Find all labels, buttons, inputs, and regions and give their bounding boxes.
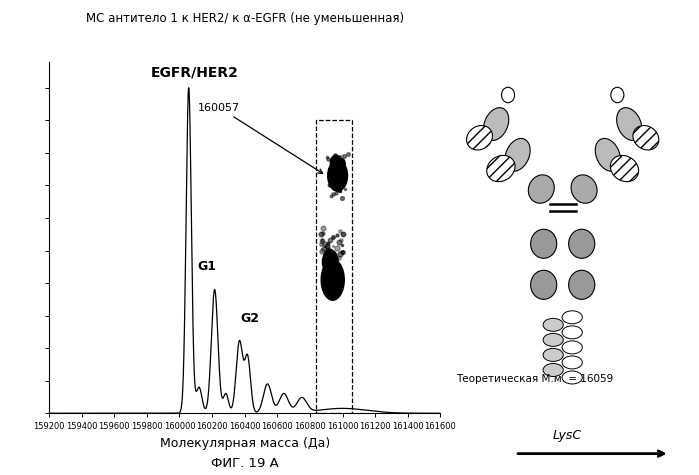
Ellipse shape bbox=[543, 333, 563, 346]
Ellipse shape bbox=[562, 356, 582, 369]
Ellipse shape bbox=[543, 318, 563, 332]
Ellipse shape bbox=[569, 229, 595, 258]
Text: ФИГ. 19 A: ФИГ. 19 A bbox=[211, 457, 278, 470]
Ellipse shape bbox=[633, 125, 659, 150]
Ellipse shape bbox=[617, 108, 642, 141]
Ellipse shape bbox=[531, 229, 557, 258]
Point bbox=[321, 254, 332, 262]
Point bbox=[325, 181, 336, 189]
Point bbox=[329, 152, 340, 159]
Text: EGFR/HER2: EGFR/HER2 bbox=[151, 65, 238, 79]
Point bbox=[331, 244, 343, 251]
Point bbox=[340, 185, 351, 192]
Ellipse shape bbox=[338, 158, 346, 171]
Point bbox=[328, 190, 339, 198]
Point bbox=[319, 246, 330, 253]
Point bbox=[322, 255, 333, 263]
Point bbox=[322, 153, 333, 161]
Point bbox=[324, 181, 335, 189]
Text: Теоретическая М.м. = 16059: Теоретическая М.м. = 16059 bbox=[456, 374, 613, 384]
Text: МС антитело 1 к HER2/ к α-EGFR (не уменьшенная): МС антитело 1 к HER2/ к α-EGFR (не умень… bbox=[85, 12, 404, 25]
Point bbox=[318, 229, 329, 237]
Text: G1: G1 bbox=[198, 260, 217, 273]
Point bbox=[321, 243, 332, 250]
X-axis label: Молекулярная масса (Да): Молекулярная масса (Да) bbox=[159, 437, 330, 450]
Point bbox=[336, 241, 347, 249]
Point bbox=[331, 189, 342, 197]
Point bbox=[335, 187, 346, 194]
Point bbox=[323, 246, 334, 254]
Ellipse shape bbox=[528, 175, 554, 203]
Point bbox=[336, 180, 347, 188]
Ellipse shape bbox=[487, 155, 515, 181]
Point bbox=[334, 188, 345, 195]
Point bbox=[338, 152, 350, 160]
Point bbox=[338, 248, 349, 256]
Point bbox=[336, 236, 347, 244]
Ellipse shape bbox=[320, 259, 345, 301]
Ellipse shape bbox=[327, 160, 348, 192]
Point bbox=[333, 186, 345, 194]
Bar bbox=[317, 120, 352, 413]
Ellipse shape bbox=[505, 138, 530, 171]
Ellipse shape bbox=[531, 270, 557, 299]
Point bbox=[331, 159, 343, 166]
Point bbox=[334, 250, 345, 258]
Ellipse shape bbox=[562, 311, 582, 324]
Point bbox=[322, 155, 333, 163]
Ellipse shape bbox=[611, 87, 624, 103]
Point bbox=[327, 249, 338, 256]
Point bbox=[337, 194, 348, 201]
Ellipse shape bbox=[610, 155, 639, 181]
Point bbox=[343, 151, 354, 158]
Point bbox=[316, 230, 327, 238]
Point bbox=[334, 228, 345, 235]
Ellipse shape bbox=[543, 349, 563, 361]
Point bbox=[317, 237, 328, 245]
Point bbox=[317, 224, 329, 232]
Ellipse shape bbox=[596, 138, 621, 171]
Ellipse shape bbox=[562, 371, 582, 384]
Ellipse shape bbox=[322, 249, 339, 275]
Text: LysC: LysC bbox=[553, 429, 582, 442]
Ellipse shape bbox=[484, 108, 509, 141]
Text: 160057: 160057 bbox=[198, 103, 323, 173]
Ellipse shape bbox=[571, 175, 597, 203]
Ellipse shape bbox=[569, 270, 595, 299]
Ellipse shape bbox=[466, 125, 493, 150]
Point bbox=[334, 152, 345, 160]
Point bbox=[336, 248, 347, 256]
Point bbox=[317, 236, 328, 243]
Text: G2: G2 bbox=[240, 313, 259, 325]
Point bbox=[328, 234, 339, 241]
Point bbox=[331, 181, 342, 189]
Point bbox=[317, 247, 328, 255]
Point bbox=[324, 236, 336, 244]
Ellipse shape bbox=[562, 326, 582, 339]
Point bbox=[333, 238, 345, 246]
Ellipse shape bbox=[501, 87, 514, 103]
Ellipse shape bbox=[562, 341, 582, 354]
Point bbox=[316, 240, 327, 247]
Point bbox=[319, 240, 330, 248]
Point bbox=[333, 254, 345, 262]
Point bbox=[325, 192, 336, 200]
Point bbox=[324, 247, 336, 255]
Point bbox=[328, 243, 339, 250]
Point bbox=[322, 239, 333, 247]
Point bbox=[331, 232, 343, 239]
Point bbox=[337, 230, 348, 238]
Ellipse shape bbox=[330, 154, 343, 171]
Point bbox=[332, 168, 343, 175]
Ellipse shape bbox=[543, 363, 563, 377]
